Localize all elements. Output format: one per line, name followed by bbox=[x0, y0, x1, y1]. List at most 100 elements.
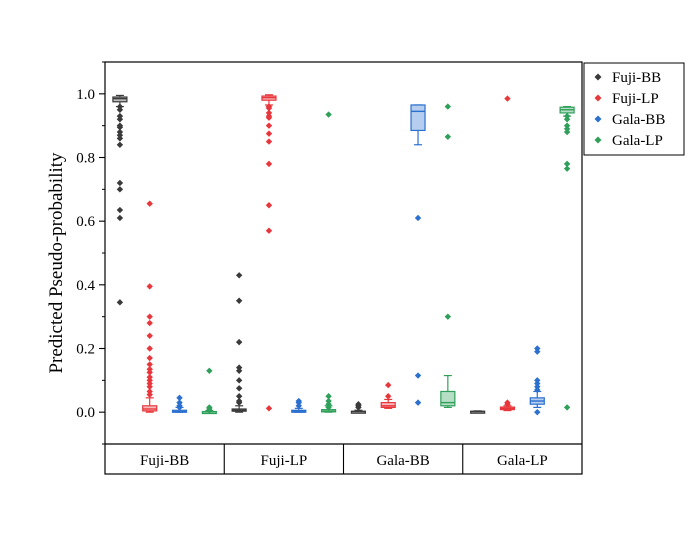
x-category-label: Fuji-LP bbox=[261, 453, 308, 469]
box-body bbox=[380, 402, 396, 408]
outlier-point bbox=[146, 313, 153, 320]
x-category-label: Gala-LP bbox=[497, 453, 548, 469]
outlier-point bbox=[265, 405, 273, 412]
outlier-point bbox=[116, 214, 124, 222]
y-tick-label: 0.0 bbox=[76, 405, 95, 421]
y-tick-label: 0.4 bbox=[76, 278, 95, 294]
box-body bbox=[440, 390, 456, 407]
outlier-point bbox=[176, 394, 183, 402]
legend-item: Gala-BB bbox=[594, 112, 665, 128]
outlier-point bbox=[265, 114, 273, 121]
outlier-point bbox=[504, 401, 511, 408]
outlier-point bbox=[444, 133, 452, 141]
outlier-point bbox=[116, 299, 124, 306]
outlier-point bbox=[116, 206, 124, 214]
y-axis-label: Predicted Pseudo-probability bbox=[46, 152, 67, 374]
outlier-point bbox=[414, 214, 422, 222]
outlier-point bbox=[325, 111, 332, 118]
outlier-point bbox=[325, 404, 332, 411]
legend-marker bbox=[594, 115, 602, 123]
y-tick-label: 1.0 bbox=[76, 87, 95, 103]
outlier-point bbox=[444, 313, 452, 320]
box-groups bbox=[112, 94, 575, 415]
outlier-point bbox=[265, 104, 273, 112]
y-tick-label: 0.2 bbox=[76, 342, 95, 358]
legend-item: Fuji-BB bbox=[594, 70, 661, 86]
outlier-point bbox=[176, 404, 183, 411]
outlier-point bbox=[414, 372, 422, 379]
outlier-point bbox=[235, 399, 243, 406]
box-fuji-bb bbox=[231, 405, 247, 413]
outlier-point bbox=[235, 377, 243, 384]
y-tick-label: 0.6 bbox=[76, 214, 95, 230]
outlier-point bbox=[385, 393, 392, 400]
box-fuji-bb bbox=[350, 409, 367, 414]
outlier-point bbox=[146, 361, 153, 368]
outlier-point bbox=[116, 116, 124, 123]
outlier-point bbox=[414, 399, 422, 406]
legend-marker bbox=[594, 73, 602, 81]
box-gala-lp bbox=[440, 374, 456, 408]
outlier-point bbox=[146, 283, 153, 290]
outlier-point bbox=[265, 138, 273, 145]
legend-label: Fuji-LP bbox=[612, 91, 659, 107]
outlier-point bbox=[206, 367, 213, 374]
legend-label: Gala-BB bbox=[612, 112, 665, 128]
outlier-point bbox=[116, 186, 124, 193]
outlier-point bbox=[116, 135, 124, 142]
y-tick-label: 0.8 bbox=[76, 151, 95, 167]
outlier-point bbox=[265, 160, 273, 168]
outlier-point bbox=[146, 391, 153, 398]
box-gala-bb bbox=[529, 390, 545, 408]
outlier-point bbox=[534, 386, 541, 394]
outlier-point bbox=[116, 106, 124, 113]
outlier-point bbox=[355, 404, 362, 411]
outlier-point bbox=[116, 179, 124, 187]
box-fuji-lp bbox=[380, 398, 396, 409]
x-axis: Fuji-BB Fuji-LP Gala-BB Gala-LP bbox=[140, 444, 548, 474]
outlier-point bbox=[146, 354, 153, 362]
outlier-point bbox=[265, 202, 273, 209]
outlier-point bbox=[563, 116, 571, 123]
outlier-point bbox=[563, 165, 571, 172]
box-gala-bb bbox=[291, 407, 307, 413]
outlier-points bbox=[116, 95, 571, 416]
outlier-point bbox=[534, 408, 541, 416]
outlier-point bbox=[385, 381, 392, 389]
outlier-point bbox=[235, 272, 243, 279]
outlier-point bbox=[235, 385, 243, 392]
outlier-point bbox=[146, 332, 153, 339]
legend-item: Gala-LP bbox=[594, 133, 663, 149]
outlier-point bbox=[206, 407, 213, 414]
outlier-point bbox=[265, 122, 273, 129]
box-fuji-lp bbox=[261, 94, 277, 106]
legend-label: Gala-LP bbox=[612, 133, 663, 149]
outlier-point bbox=[235, 367, 243, 374]
box-body bbox=[410, 104, 426, 132]
x-category-label: Gala-BB bbox=[376, 453, 429, 469]
outlier-point bbox=[504, 95, 511, 102]
outlier-point bbox=[146, 319, 153, 327]
legend: Fuji-BB Fuji-LP Gala-BB Gala-LP bbox=[583, 62, 685, 156]
outlier-point bbox=[146, 200, 153, 207]
x-category-label: Fuji-BB bbox=[140, 453, 189, 469]
outlier-point bbox=[325, 393, 332, 400]
outlier-point bbox=[563, 404, 571, 411]
legend-item: Fuji-LP bbox=[594, 91, 659, 107]
outlier-point bbox=[295, 402, 302, 409]
outlier-point bbox=[563, 128, 571, 136]
box-body bbox=[112, 96, 128, 103]
box-fuji-lp bbox=[142, 397, 158, 413]
outlier-point bbox=[444, 103, 452, 110]
outlier-point bbox=[116, 124, 124, 131]
box-gala-bb bbox=[410, 104, 426, 146]
legend-marker bbox=[594, 136, 602, 144]
y-axis: 0.0 0.2 0.4 0.6 0.8 1.0 bbox=[76, 61, 105, 445]
outlier-point bbox=[116, 141, 124, 148]
outlier-point bbox=[534, 348, 541, 355]
outlier-point bbox=[235, 297, 243, 304]
legend-label: Fuji-BB bbox=[612, 70, 661, 86]
outlier-point bbox=[146, 369, 153, 376]
outlier-point bbox=[265, 130, 273, 137]
